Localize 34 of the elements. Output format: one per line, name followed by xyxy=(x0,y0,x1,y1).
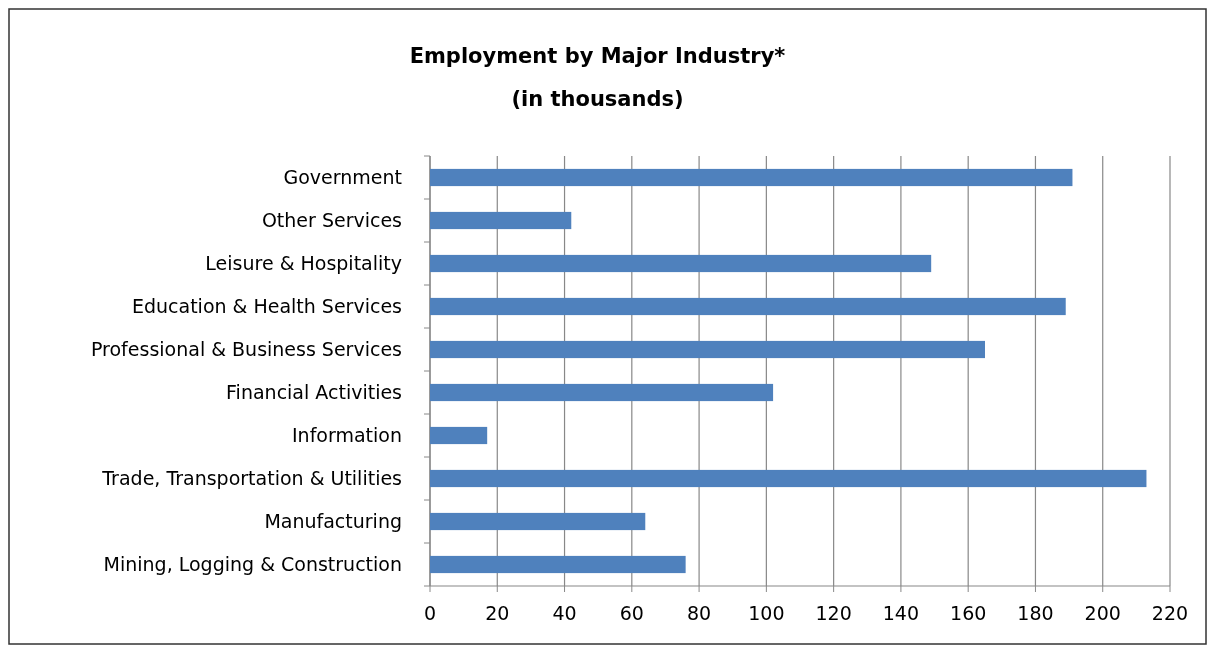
x-tick-label: 200 xyxy=(1084,602,1121,624)
y-tick-label: Financial Activities xyxy=(226,381,402,404)
y-tick-label: Leisure & Hospitality xyxy=(205,252,402,275)
x-tick-label: 220 xyxy=(1151,602,1189,624)
y-tick-label: Other Services xyxy=(261,209,402,232)
y-tick-label: Education & Health Services xyxy=(131,295,402,318)
x-tick-label: 40 xyxy=(552,602,577,624)
y-tick-label: Information xyxy=(292,424,402,447)
y-tick-label: Professional & Business Services xyxy=(90,338,402,361)
x-tick-label: 0 xyxy=(423,602,437,624)
x-tick-label: 60 xyxy=(619,602,644,624)
x-tick-label: 140 xyxy=(882,602,920,624)
y-tick-label: Government xyxy=(283,166,402,189)
x-tick-label: 80 xyxy=(687,602,712,624)
bar xyxy=(430,426,488,445)
bar xyxy=(430,254,932,273)
y-tick-label: Trade, Transportation & Utilities xyxy=(101,467,402,490)
x-tick-label: 20 xyxy=(485,602,510,624)
bar xyxy=(430,383,774,402)
x-tick-label: 100 xyxy=(748,602,785,624)
bar xyxy=(430,512,646,531)
x-tick-label: 160 xyxy=(950,602,987,624)
bar xyxy=(430,297,1066,316)
y-tick-label: Mining, Logging & Construction xyxy=(103,553,402,576)
chart-title: Employment by Major Industry* xyxy=(409,44,786,68)
x-tick-label: 120 xyxy=(815,602,852,624)
bar xyxy=(430,168,1073,187)
bar xyxy=(430,555,686,574)
x-tick-label: 180 xyxy=(1017,602,1054,624)
bar xyxy=(430,469,1147,488)
bar xyxy=(430,340,985,359)
y-tick-label: Manufacturing xyxy=(264,510,402,533)
chart-subtitle: (in thousands) xyxy=(511,87,684,111)
bar xyxy=(430,211,572,230)
